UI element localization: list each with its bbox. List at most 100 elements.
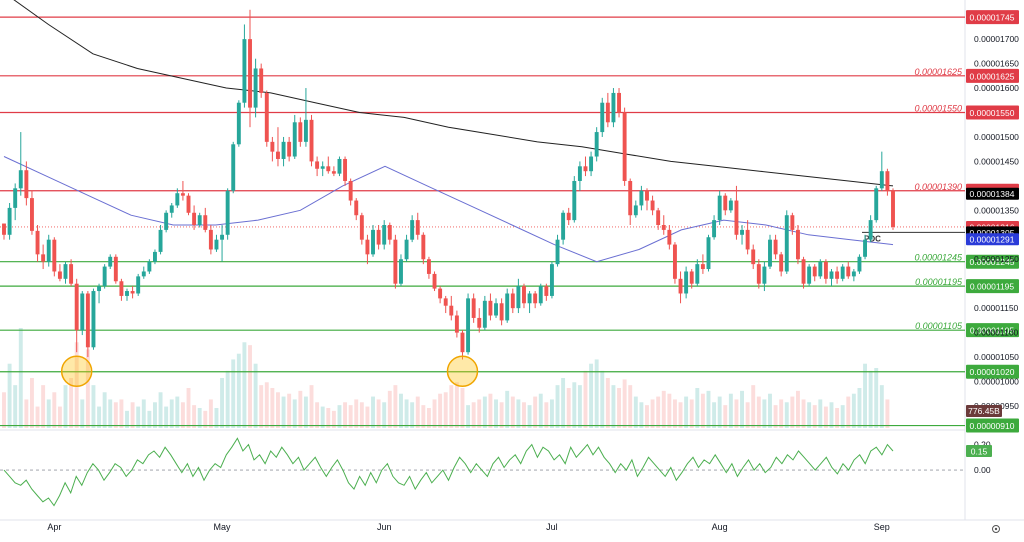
candle-body: [393, 239, 398, 284]
candle-body: [773, 239, 778, 255]
candle-body: [633, 205, 638, 216]
candle-body: [857, 256, 862, 272]
price-tag-text: 0.00001291: [970, 235, 1015, 245]
candle-body: [141, 271, 146, 277]
volume-bar: [426, 408, 431, 428]
price-tag-text: 0.00001384: [970, 189, 1015, 199]
price-tick-label: 0.00001500: [974, 132, 1019, 142]
volume-bar: [410, 402, 415, 428]
volume-bar: [270, 388, 275, 428]
volume-bar: [672, 399, 677, 428]
volume-bar: [214, 408, 219, 428]
volume-bar: [522, 402, 526, 428]
volume-bar: [667, 393, 672, 428]
candle-body: [102, 266, 107, 287]
price-tick-label: 0.00001100: [974, 328, 1019, 338]
candle-body: [566, 212, 571, 221]
level-tag-text: 0.00001195: [970, 282, 1015, 292]
volume-bar: [466, 405, 471, 428]
gear-icon-center: [994, 527, 998, 531]
candle-body: [130, 291, 135, 294]
candle-body: [823, 261, 828, 279]
candle-body: [13, 188, 18, 208]
candle-body: [354, 200, 359, 216]
volume-bar: [74, 342, 79, 428]
candle-body: [97, 286, 102, 292]
candle-body: [477, 317, 482, 328]
volume-bar: [130, 402, 135, 428]
volume-bar: [399, 393, 403, 428]
candle-body: [700, 264, 705, 270]
candle-body: [454, 315, 459, 333]
candle-body: [309, 119, 314, 162]
candle-body: [331, 171, 336, 174]
volume-bar: [717, 396, 722, 428]
volume-bar: [432, 399, 437, 428]
price-tick-label: 0.00001050: [974, 352, 1019, 362]
volume-tag-text: 776.45B: [968, 406, 1000, 416]
volume-bar: [46, 399, 51, 428]
volume-bar: [868, 370, 873, 428]
volume-bar: [874, 368, 879, 428]
candle-body: [879, 171, 884, 189]
candle-body: [874, 188, 879, 221]
volume-bar: [460, 388, 465, 428]
volume-bar: [650, 399, 655, 428]
volume-bar: [421, 405, 426, 428]
volume-bar: [706, 390, 711, 428]
volume-bar: [175, 396, 180, 428]
candle-body: [840, 266, 845, 279]
candle-body: [499, 303, 504, 321]
candle-body: [891, 190, 895, 227]
candle-body: [533, 293, 538, 304]
time-axis: Apr May Jun Jul Aug Sep: [0, 519, 1024, 533]
candle-body: [292, 122, 297, 157]
volume-bar: [678, 402, 683, 428]
volume-bar: [863, 363, 868, 428]
volume-bar: [348, 405, 353, 428]
level-tag-text: 0.00001245: [970, 257, 1015, 267]
volume-bar: [835, 408, 840, 428]
volume-bar: [438, 393, 443, 428]
candle-body: [85, 293, 90, 348]
candle-body: [298, 122, 303, 142]
volume-bar: [734, 399, 739, 428]
candle-body: [768, 239, 772, 267]
candle-body: [24, 170, 29, 199]
candle-body: [639, 190, 644, 206]
volume-bar: [382, 402, 387, 428]
candle-body: [751, 249, 756, 265]
volume-bar: [35, 406, 40, 428]
candle-body: [326, 166, 331, 172]
candle-body: [740, 229, 744, 235]
volume-bar: [695, 388, 700, 428]
candle-body: [678, 278, 683, 294]
volume-bar: [807, 402, 812, 428]
level-tag: [966, 254, 1019, 269]
volume-bar: [561, 378, 566, 428]
candle-body: [460, 332, 465, 353]
volume-bar: [259, 385, 264, 428]
volume-bar: [555, 385, 560, 428]
candle-body: [186, 195, 191, 213]
volume-bar: [572, 382, 577, 428]
level-side-label: 0.00001245: [914, 253, 963, 263]
volume-bar: [153, 402, 157, 428]
volume-bar: [208, 399, 213, 428]
volume-bar: [108, 399, 113, 428]
candle-body: [829, 271, 834, 279]
candle-body: [41, 254, 46, 262]
candle-body: [645, 190, 649, 201]
volume-bar: [119, 399, 124, 428]
price-tick-label: 0.00001600: [974, 83, 1019, 93]
candle-body: [650, 200, 655, 211]
volume-bar: [857, 388, 862, 428]
candle-body: [656, 210, 661, 226]
volume-bar: [712, 402, 717, 428]
level-tag-text: 0.00001020: [970, 367, 1015, 377]
candle-body: [303, 119, 308, 142]
volume-bar: [52, 392, 57, 428]
candle-body: [287, 141, 292, 157]
